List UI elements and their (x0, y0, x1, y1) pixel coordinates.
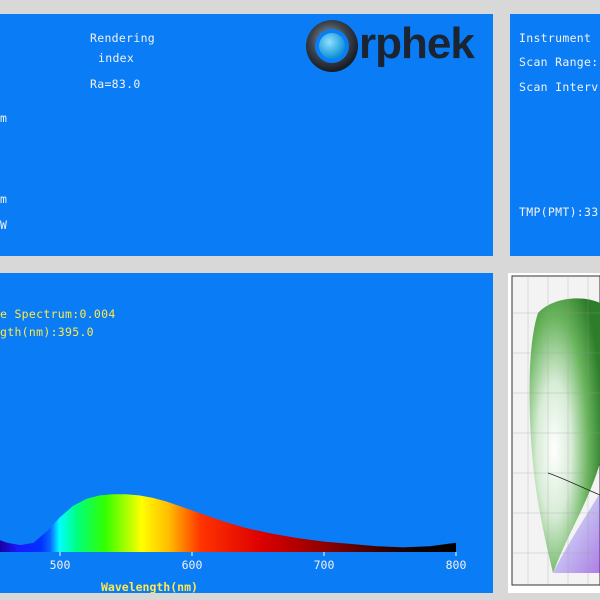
left-label-2: m (0, 192, 8, 206)
instrument-label: Instrument (519, 31, 592, 45)
logo-wordmark: rphek (359, 19, 475, 68)
instrument-panel: Instrument Scan Range: Scan Interv TMP(P… (510, 14, 600, 256)
x-tick-label: 700 (314, 558, 335, 572)
x-tick-label: 600 (182, 558, 203, 572)
planckian-locus (547, 472, 600, 496)
orphek-logo-icon (306, 20, 358, 72)
peak-wavelength-label: gth(nm):395.0 (0, 325, 94, 339)
x-tick-label: 800 (446, 558, 467, 572)
ra-value: Ra=83.0 (90, 77, 141, 91)
rendering-title: Rendering (90, 31, 156, 45)
x-axis-label: Wavelength(nm) (101, 580, 198, 593)
rendering-subtitle: index (98, 51, 135, 65)
tmp-pmt-label: TMP(PMT):33 (519, 205, 599, 219)
x-tick-label: 500 (50, 558, 71, 572)
cie-gamut-shape (529, 298, 600, 573)
spectrum-chart: 500 600 700 800 Wavelength(nm) (0, 494, 467, 593)
rendering-index-panel: Rendering index Ra=83.0 m m W (0, 14, 493, 256)
scan-range-label: Scan Range: (519, 55, 599, 69)
left-label-3: W (0, 218, 8, 232)
spectrum-peak-label: e Spectrum:0.004 (0, 307, 116, 321)
cie-grid (512, 276, 600, 585)
scan-interval-label: Scan Interv (519, 80, 599, 94)
cie-chromaticity-chart (508, 273, 600, 593)
x-axis-ticks: 500 600 700 800 (50, 552, 467, 572)
spectrum-area (0, 494, 456, 552)
left-label-1: m (0, 111, 8, 125)
orphek-logo: rphek (303, 18, 491, 74)
